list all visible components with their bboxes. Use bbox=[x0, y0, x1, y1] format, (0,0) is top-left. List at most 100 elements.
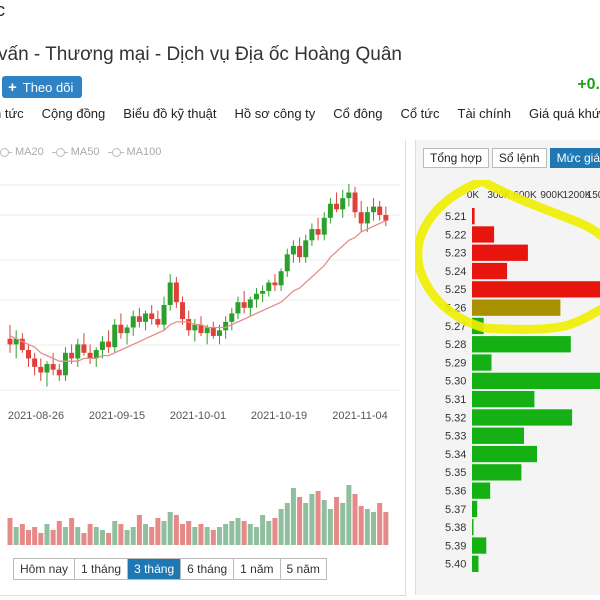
volume-bar bbox=[241, 521, 247, 545]
volume-bar bbox=[364, 509, 370, 545]
candle-body bbox=[186, 319, 192, 331]
price-chart[interactable]: 2021-08-26 2021-09-15 2021-10-01 2021-10-19… bbox=[0, 140, 405, 555]
volume-bar bbox=[247, 524, 253, 545]
price-level-bar bbox=[472, 354, 492, 371]
candle-body bbox=[112, 324, 118, 348]
legend-ma20[interactable]: MA20 bbox=[0, 146, 44, 158]
candle-body bbox=[136, 316, 142, 322]
volume-bar bbox=[186, 521, 192, 545]
candle-body bbox=[7, 338, 13, 345]
candle-body bbox=[346, 192, 352, 199]
legend-ma100[interactable]: MA100 bbox=[107, 146, 162, 158]
price-level-chart: 0K 300K600K900K1200K150 5.21 5.22 5.23 5.24 5.… bbox=[415, 180, 600, 572]
volume-bar bbox=[260, 515, 266, 545]
volume-bar bbox=[284, 503, 290, 545]
candle-body bbox=[303, 240, 309, 258]
volume-bar bbox=[75, 527, 81, 545]
volume-bar bbox=[130, 527, 136, 545]
volume-bar bbox=[266, 521, 272, 545]
price-level-label: 5.35 bbox=[445, 467, 466, 479]
volume-bar bbox=[210, 530, 216, 545]
candle-body bbox=[204, 327, 210, 334]
tab-order-book[interactable]: Sổ lệnh bbox=[491, 148, 547, 168]
price-level-bar bbox=[472, 299, 561, 316]
legend-ma50[interactable]: MA50 bbox=[51, 146, 100, 158]
tab-finance[interactable]: Tài chính bbox=[457, 106, 511, 121]
volume-bar bbox=[173, 515, 179, 545]
volume-bar bbox=[62, 527, 68, 545]
depth-axis-label: 300K bbox=[487, 190, 511, 201]
volume-bar bbox=[161, 521, 167, 545]
price-level-label: 5.27 bbox=[445, 321, 466, 333]
candle-body bbox=[87, 352, 93, 359]
volume-bar bbox=[216, 527, 222, 545]
plus-icon: + bbox=[8, 78, 17, 96]
price-level-label: 5.24 bbox=[445, 266, 466, 278]
follow-button[interactable]: + Theo dõi bbox=[2, 76, 82, 98]
candle-body bbox=[278, 271, 284, 286]
candle-body bbox=[210, 327, 216, 336]
candle-body bbox=[93, 350, 99, 359]
candle-body bbox=[38, 366, 44, 373]
price-level-bar bbox=[472, 500, 478, 518]
candle-body bbox=[284, 254, 290, 272]
tab-summary[interactable]: Tổng hợp bbox=[423, 148, 489, 168]
candle-body bbox=[216, 330, 222, 336]
price-change: +0. bbox=[577, 76, 600, 93]
price-level-label: 5.30 bbox=[445, 376, 466, 388]
volume-bar bbox=[118, 524, 124, 545]
x-tick-label: 2021-11-04 bbox=[332, 410, 387, 422]
volume-bar bbox=[278, 509, 284, 545]
volume-bar bbox=[13, 527, 19, 545]
volume-bar bbox=[321, 500, 327, 545]
volume-bar bbox=[149, 527, 155, 545]
tab-price-level[interactable]: Mức giá bbox=[549, 148, 600, 168]
range-today-button[interactable]: Hôm nay bbox=[14, 559, 76, 579]
price-level-label: 5.28 bbox=[445, 339, 466, 351]
range-5y-button[interactable]: 5 năm bbox=[286, 562, 320, 576]
legend-label: MA50 bbox=[70, 146, 100, 158]
legend-marker-icon bbox=[107, 148, 124, 157]
price-level-bar bbox=[472, 482, 491, 499]
highlight-annotation bbox=[415, 180, 600, 334]
candle-body bbox=[69, 352, 75, 359]
volume-bar bbox=[44, 524, 50, 545]
volume-bar bbox=[112, 521, 118, 545]
price-level-bar bbox=[472, 464, 522, 481]
tab-dividends[interactable]: Cổ tức bbox=[400, 106, 440, 121]
candle-body bbox=[180, 302, 186, 320]
candle-body bbox=[383, 215, 389, 221]
price-level-bar bbox=[472, 537, 487, 554]
tab-shareholders[interactable]: Cổ đông bbox=[333, 106, 383, 121]
volume-bar bbox=[327, 509, 333, 545]
candle-body bbox=[253, 293, 259, 300]
volume-bar bbox=[303, 503, 309, 545]
legend-label: MA100 bbox=[126, 146, 162, 158]
tab-technical-chart[interactable]: Biểu đồ kỹ thuật bbox=[123, 106, 217, 121]
price-level-label: 5.39 bbox=[445, 540, 466, 552]
range-1m-button[interactable]: 1 tháng bbox=[75, 559, 129, 579]
candle-body bbox=[50, 364, 56, 370]
tab-price-history[interactable]: Giá quá khứ bbox=[528, 106, 600, 121]
volume-bar bbox=[180, 524, 186, 545]
price-level-bar bbox=[472, 336, 571, 353]
tab-news[interactable]: n tức bbox=[0, 106, 24, 121]
candle-body bbox=[241, 302, 247, 308]
depth-axis-label: 0K bbox=[467, 190, 480, 201]
volume-bar bbox=[56, 521, 62, 545]
range-6m-button[interactable]: 6 tháng bbox=[181, 559, 235, 579]
price-level-bar bbox=[472, 208, 475, 225]
header-stub: c bbox=[0, 0, 5, 20]
tab-company-profile[interactable]: Hồ sơ công ty bbox=[234, 106, 316, 121]
candle-body bbox=[223, 321, 229, 331]
range-1y-button[interactable]: 1 năm bbox=[234, 559, 281, 579]
moving-average-line bbox=[9, 220, 387, 362]
candle-body bbox=[315, 229, 321, 235]
depth-axis-label: 600K bbox=[513, 190, 537, 201]
candle-body bbox=[352, 192, 358, 213]
volume-bar bbox=[334, 497, 340, 545]
range-3m-button[interactable]: 3 tháng bbox=[128, 559, 182, 579]
volume-bar bbox=[340, 503, 346, 545]
volume-bar bbox=[272, 518, 278, 545]
tab-community[interactable]: Cộng đồng bbox=[41, 106, 106, 121]
